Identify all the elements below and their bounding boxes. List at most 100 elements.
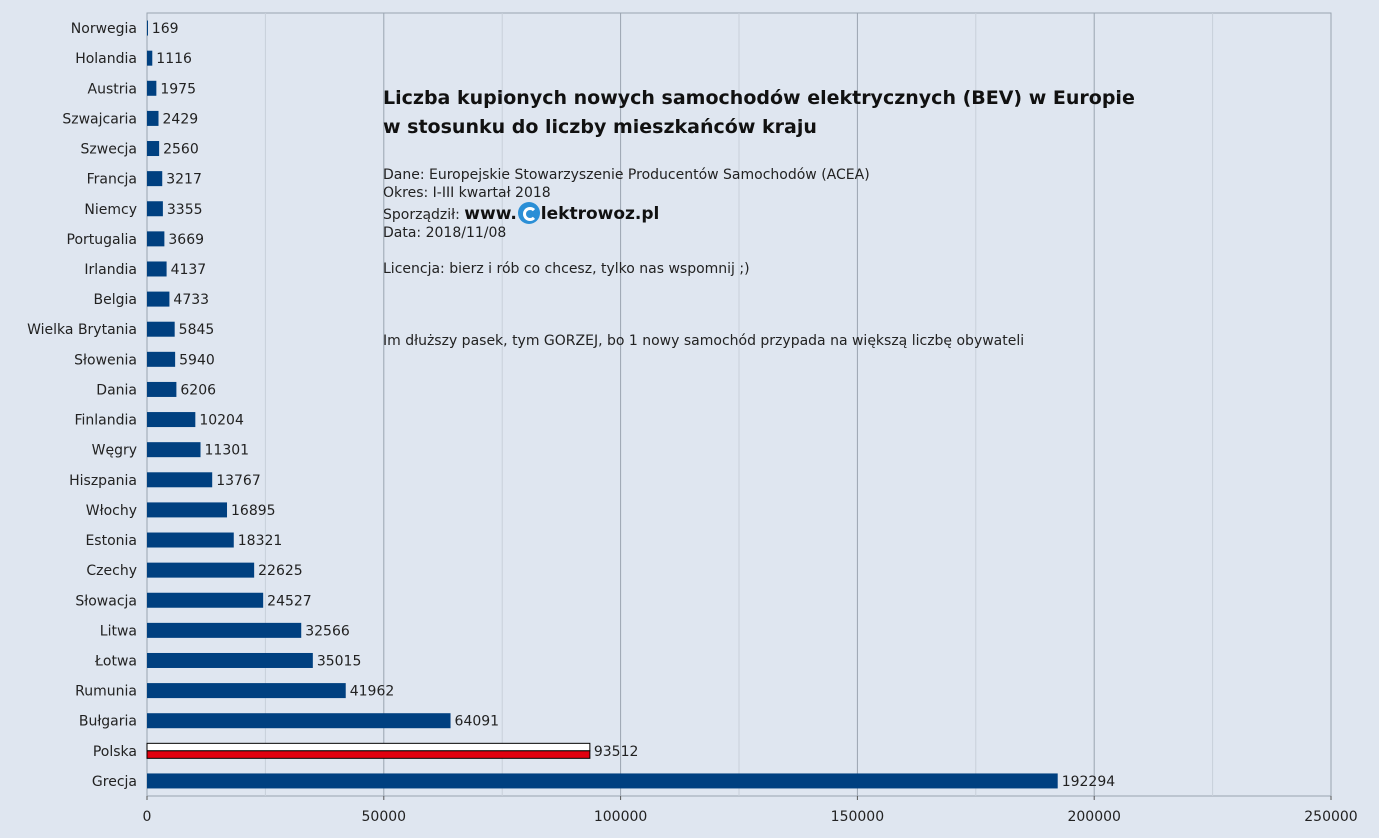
category-label: Austria [88, 81, 137, 97]
category-label: Francja [87, 172, 137, 188]
value-label: 2429 [163, 111, 199, 127]
value-labels: 169 1116 1975 2429 2560 3217 3355 3669 4137 4733 5… [152, 21, 1115, 790]
bar [147, 592, 264, 608]
category-label: Bułgaria [79, 714, 137, 730]
value-label: 35015 [317, 653, 362, 669]
category-label: Finlandia [75, 413, 138, 429]
value-label: 18321 [238, 533, 283, 549]
bar [147, 532, 234, 548]
category-label: Portugalia [67, 232, 137, 248]
value-label: 5845 [179, 322, 215, 338]
category-label: Dania [96, 382, 137, 398]
license-text: Licencja: bierz i rób co chcesz, tylko n… [383, 261, 750, 277]
bar [147, 20, 148, 36]
bar [147, 110, 159, 126]
value-label: 10204 [199, 413, 244, 429]
bar [147, 321, 175, 337]
author-line: Sporządził: www. lektrowoz.pl [383, 202, 1143, 224]
value-label: 13767 [216, 473, 261, 489]
bar [147, 50, 153, 66]
bar [147, 261, 167, 277]
value-label: 192294 [1062, 774, 1116, 790]
category-label: Norwegia [71, 21, 137, 37]
bar [147, 141, 160, 157]
bar [147, 351, 176, 367]
value-label: 93512 [594, 744, 639, 760]
value-label: 1116 [156, 51, 192, 67]
x-tick-label: 100000 [594, 809, 647, 825]
x-axis-ticks: 0 50000 100000 150000 200000 250000 [143, 796, 1358, 825]
value-label: 24527 [267, 593, 312, 609]
bar [147, 231, 165, 247]
value-label: 3217 [166, 172, 202, 188]
category-label: Irlandia [84, 262, 137, 278]
bar [147, 562, 255, 578]
brand-logo: www. lektrowoz.pl [464, 202, 660, 224]
bars [146, 20, 1058, 789]
category-label: Węgry [92, 443, 137, 459]
bar [147, 472, 213, 488]
bar [147, 291, 170, 307]
bar [147, 683, 346, 699]
category-label: Czechy [86, 563, 137, 579]
value-label: 41962 [350, 684, 395, 700]
category-label: Wielka Brytania [27, 322, 137, 338]
value-label: 3355 [167, 202, 203, 218]
category-labels: Norwegia Holandia Austria Szwajcaria Szwecja… [27, 21, 137, 790]
date-text: Data: 2018/11/08 [383, 225, 507, 241]
category-label: Niemcy [84, 202, 137, 218]
value-label: 32566 [305, 623, 350, 639]
brand-prefix: www. [464, 204, 517, 224]
x-tick-label: 150000 [831, 809, 884, 825]
bar [147, 80, 157, 96]
category-label: Włochy [86, 503, 137, 519]
category-label: Słowacja [75, 593, 137, 609]
bar [147, 622, 302, 638]
bar [147, 201, 163, 217]
author-label: Sporządził: [383, 207, 460, 223]
value-label: 6206 [180, 382, 216, 398]
value-label: 4137 [171, 262, 207, 278]
category-label: Szwajcaria [62, 111, 137, 127]
value-label: 1975 [160, 81, 196, 97]
value-label: 64091 [455, 714, 500, 730]
category-label: Holandia [75, 51, 137, 67]
value-label: 22625 [258, 563, 303, 579]
chart-title: Liczba kupionych nowych samochodów elekt… [383, 84, 1143, 142]
value-label: 2560 [163, 142, 199, 158]
explanation-note: Im dłuższy pasek, tym GORZEJ, bo 1 nowy … [383, 333, 1025, 349]
category-label: Estonia [85, 533, 137, 549]
x-tick-label: 50000 [362, 809, 407, 825]
category-label: Belgia [94, 292, 137, 308]
category-label: Szwecja [81, 142, 137, 158]
chart-meta: Dane: Europejskie Stowarzyszenie Produce… [383, 166, 1143, 350]
bar [147, 773, 1058, 789]
value-label: 5940 [179, 352, 215, 368]
value-label: 169 [152, 21, 179, 37]
source-text: Dane: Europejskie Stowarzyszenie Produce… [383, 167, 870, 183]
bar [147, 381, 177, 397]
category-label: Litwa [100, 623, 137, 639]
value-label: 11301 [205, 443, 250, 459]
category-label: Rumunia [75, 684, 137, 700]
x-tick-label: 200000 [1067, 809, 1120, 825]
x-tick-label: 250000 [1304, 809, 1357, 825]
value-label: 3669 [168, 232, 204, 248]
period-text: Okres: I-III kwartał 2018 [383, 185, 551, 201]
category-label: Łotwa [94, 653, 137, 669]
bar [147, 442, 201, 458]
chart-title-line-1: Liczba kupionych nowych samochodów elekt… [383, 87, 1135, 109]
bar [147, 171, 163, 187]
brand-suffix: lektrowoz.pl [540, 204, 660, 224]
bar [147, 502, 228, 518]
bar [147, 652, 313, 668]
chart-annotation: Liczba kupionych nowych samochodów elekt… [383, 84, 1143, 350]
bar [147, 713, 451, 729]
bar-highlight [146, 750, 591, 759]
category-label: Hiszpania [69, 473, 137, 489]
bar-highlight-top [146, 742, 591, 752]
x-tick-label: 0 [143, 809, 152, 825]
value-label: 4733 [173, 292, 209, 308]
plug-icon [517, 202, 540, 224]
